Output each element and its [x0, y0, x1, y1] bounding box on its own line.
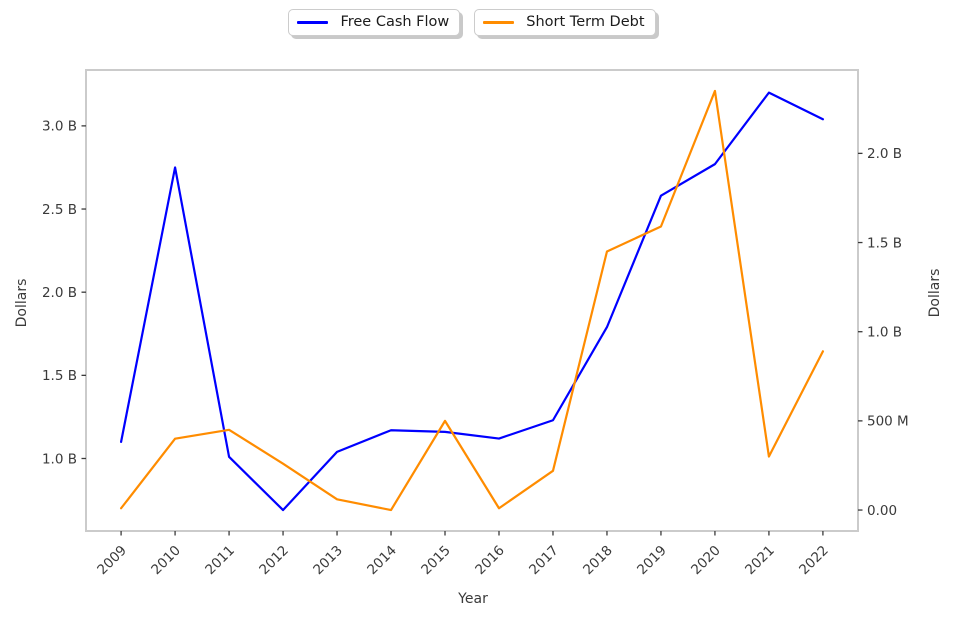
svg-text:2019: 2019 [634, 543, 670, 579]
svg-text:2.0 B: 2.0 B [42, 285, 77, 301]
svg-text:2009: 2009 [94, 543, 130, 579]
svg-text:0.00: 0.00 [867, 503, 897, 519]
svg-text:1.5 B: 1.5 B [42, 368, 77, 384]
left-axis-title: Dollars [14, 278, 30, 328]
legend-free-cash-flow-label: Free Cash Flow [340, 14, 450, 31]
legend-free-cash-flow: Free Cash Flow [288, 9, 461, 36]
svg-text:2011: 2011 [202, 543, 238, 579]
legend: Free Cash Flow Short Term Debt [86, 9, 858, 36]
svg-text:2014: 2014 [364, 543, 400, 579]
svg-text:2022: 2022 [796, 543, 832, 579]
x-axis-title: Year [458, 591, 488, 607]
svg-text:2016: 2016 [472, 543, 508, 579]
svg-text:2018: 2018 [580, 543, 616, 579]
short-term-debt-line-sample [483, 21, 515, 24]
legend-short-term-debt: Short Term Debt [474, 9, 656, 36]
svg-text:500 M: 500 M [867, 414, 909, 430]
svg-text:1.0 B: 1.0 B [42, 451, 77, 467]
legend-short-term-debt-label: Short Term Debt [526, 14, 645, 31]
svg-text:2.5 B: 2.5 B [42, 202, 77, 218]
svg-text:2010: 2010 [148, 543, 184, 579]
svg-text:2015: 2015 [418, 543, 454, 579]
svg-text:3.0 B: 3.0 B [42, 119, 77, 135]
svg-text:2020: 2020 [688, 543, 724, 579]
svg-text:2017: 2017 [526, 543, 562, 579]
svg-text:2012: 2012 [256, 543, 292, 579]
svg-text:2013: 2013 [310, 543, 346, 579]
free-cash-flow-line-sample [297, 21, 329, 24]
svg-text:1.0 B: 1.0 B [867, 325, 902, 341]
svg-text:1.5 B: 1.5 B [867, 235, 902, 251]
right-axis-title: Dollars [927, 268, 943, 318]
svg-text:2021: 2021 [742, 543, 778, 579]
svg-text:2.0 B: 2.0 B [867, 146, 902, 162]
